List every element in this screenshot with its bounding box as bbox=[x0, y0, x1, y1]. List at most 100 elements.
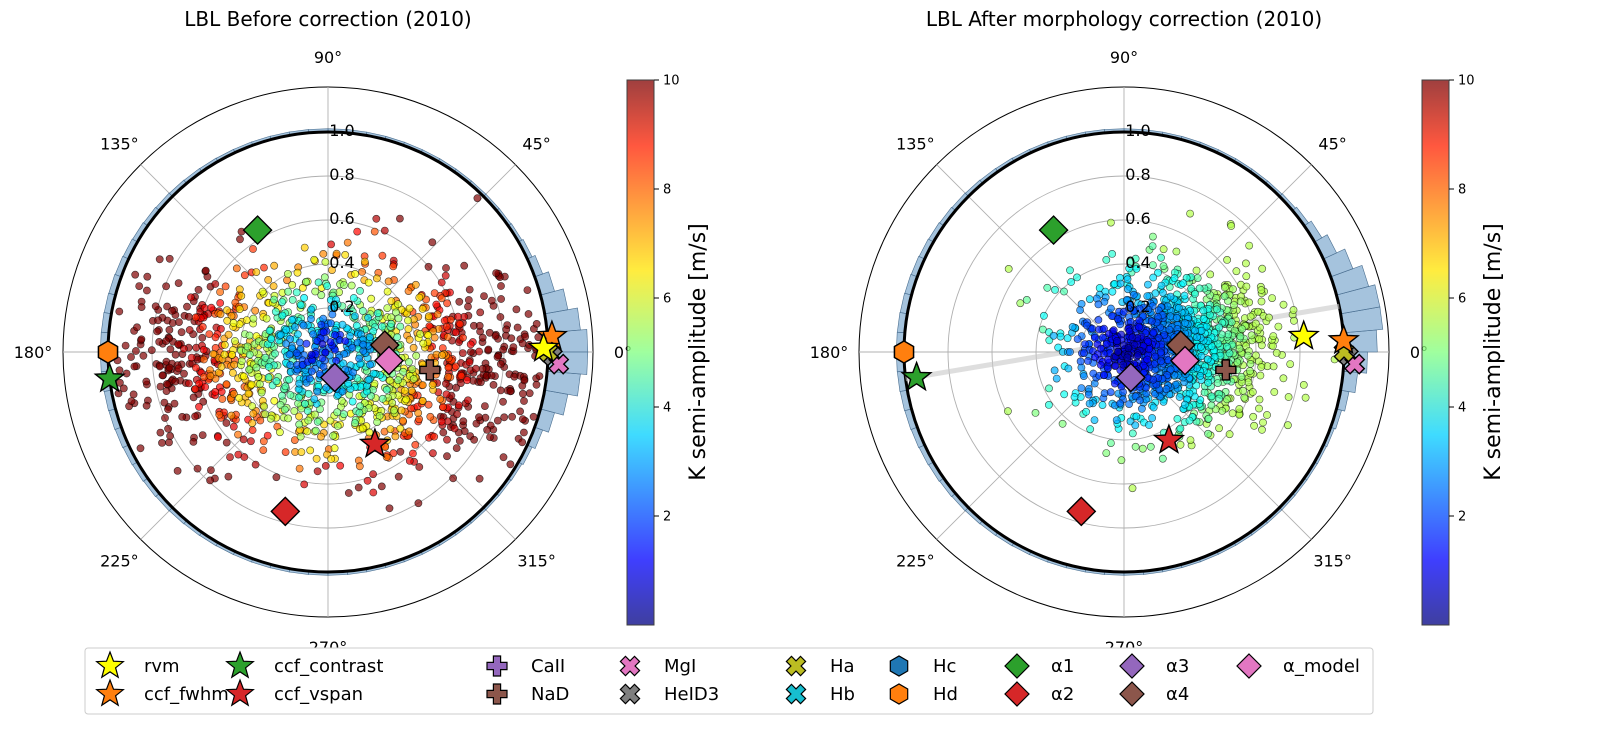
radial-tick-label: 0.8 bbox=[1125, 165, 1150, 184]
scatter-point bbox=[285, 375, 293, 384]
scatter-point bbox=[437, 278, 446, 287]
scatter-point bbox=[1255, 395, 1264, 404]
scatter-point bbox=[370, 227, 379, 236]
scatter-point bbox=[261, 410, 269, 419]
scatter-point bbox=[407, 386, 416, 395]
scatter-point bbox=[1215, 424, 1223, 433]
scatter-point bbox=[270, 396, 279, 405]
angular-histogram bbox=[895, 128, 1384, 576]
scatter-point bbox=[450, 424, 459, 433]
scatter-point bbox=[1130, 341, 1139, 349]
scatter-point bbox=[1268, 294, 1276, 302]
scatter-point bbox=[306, 446, 315, 455]
scatter-point bbox=[281, 339, 290, 348]
scatter-point bbox=[492, 269, 500, 277]
scatter-point bbox=[352, 321, 361, 330]
scatter-point bbox=[464, 296, 473, 304]
scatter-point bbox=[394, 376, 402, 385]
scatter-point bbox=[1058, 419, 1067, 428]
scatter-point bbox=[269, 282, 278, 290]
scatter-point bbox=[1107, 218, 1115, 227]
scatter-point bbox=[198, 322, 207, 331]
scatter-point bbox=[1066, 266, 1074, 275]
scatter-point bbox=[1225, 349, 1234, 358]
scatter-point bbox=[133, 323, 141, 332]
scatter-point bbox=[1239, 386, 1247, 395]
colorbar-tick-label: 4 bbox=[1458, 401, 1466, 416]
scatter-point bbox=[355, 462, 364, 471]
scatter-point bbox=[1073, 273, 1081, 282]
scatter-point bbox=[127, 397, 136, 405]
scatter-point bbox=[524, 310, 533, 318]
scatter-point bbox=[216, 310, 225, 319]
scatter-point bbox=[248, 419, 257, 428]
left-panel-title: LBL Before correction (2010) bbox=[184, 7, 471, 31]
scatter-point bbox=[302, 339, 311, 348]
scatter-point bbox=[1045, 400, 1053, 409]
scatter-point bbox=[184, 312, 193, 321]
scatter-point bbox=[147, 346, 156, 355]
scatter-point bbox=[186, 293, 195, 302]
scatter-point bbox=[155, 255, 164, 264]
scatter-point bbox=[161, 414, 169, 422]
scatter-point bbox=[115, 366, 124, 375]
scatter-point bbox=[395, 214, 404, 223]
scatter-point bbox=[272, 377, 281, 386]
scatter-point bbox=[224, 330, 233, 339]
scatter-point bbox=[460, 261, 469, 270]
scatter-point bbox=[347, 281, 356, 290]
scatter-point bbox=[216, 299, 225, 307]
scatter-point bbox=[1259, 418, 1267, 427]
scatter-point bbox=[455, 297, 464, 306]
scatter-point bbox=[464, 302, 472, 311]
scatter-point bbox=[1235, 405, 1244, 413]
scatter-point bbox=[305, 374, 314, 383]
scatter-point bbox=[358, 307, 367, 315]
scatter-point bbox=[396, 322, 405, 331]
scatter-point bbox=[1245, 298, 1253, 307]
scatter-point bbox=[525, 389, 534, 398]
legend-marker-ccf_fwhm bbox=[95, 678, 125, 707]
scatter-point bbox=[281, 382, 290, 391]
scatter-point bbox=[1085, 295, 1094, 304]
scatter-point bbox=[119, 384, 128, 393]
scatter-point bbox=[1123, 275, 1132, 284]
scatter-point bbox=[1102, 449, 1111, 457]
scatter-point bbox=[155, 362, 164, 371]
radial-gridline bbox=[947, 175, 1301, 529]
scatter-point bbox=[288, 295, 297, 304]
scatter-point bbox=[1246, 312, 1255, 321]
scatter-point bbox=[1175, 393, 1184, 401]
scatter-point bbox=[1173, 414, 1182, 423]
scatter-point bbox=[1274, 322, 1283, 331]
scatter-point bbox=[1159, 262, 1168, 270]
scatter-point bbox=[1022, 295, 1031, 304]
scatter-point bbox=[408, 449, 417, 458]
scatter-point bbox=[249, 245, 257, 253]
angular-tick-label: 180° bbox=[810, 343, 849, 362]
scatter-point bbox=[338, 320, 347, 329]
angular-tick-label: 315° bbox=[1313, 552, 1352, 571]
scatter-point bbox=[1135, 323, 1143, 331]
scatter-point bbox=[211, 280, 220, 288]
scatter-point bbox=[456, 320, 464, 328]
scatter-point bbox=[1166, 292, 1175, 301]
scatter-point bbox=[1106, 388, 1115, 397]
scatter-point bbox=[483, 425, 491, 434]
scatter-point bbox=[446, 315, 455, 324]
scatter-point bbox=[373, 418, 381, 426]
scatter-point bbox=[344, 489, 353, 497]
scatter-point bbox=[156, 428, 165, 437]
scatter-point bbox=[1052, 374, 1061, 383]
scatter-point bbox=[162, 282, 170, 291]
scatter-point bbox=[1067, 278, 1075, 286]
scatter-point bbox=[193, 464, 202, 473]
scatter-point bbox=[180, 369, 188, 378]
scatter-point bbox=[355, 354, 363, 363]
scatter-point bbox=[333, 408, 342, 417]
scatter-point bbox=[520, 397, 528, 405]
scatter-point bbox=[418, 381, 427, 389]
marker-α_model bbox=[374, 345, 404, 376]
scatter-point bbox=[267, 335, 276, 343]
scatter-point bbox=[227, 311, 236, 320]
